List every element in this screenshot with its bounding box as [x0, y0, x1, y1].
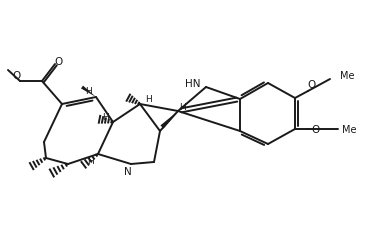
Text: O: O: [54, 57, 62, 67]
Text: O: O: [311, 124, 319, 134]
Text: O: O: [308, 80, 316, 90]
Text: H: H: [179, 103, 185, 112]
Text: O: O: [12, 71, 20, 81]
Text: N: N: [124, 166, 132, 176]
Text: H: H: [84, 86, 92, 95]
Text: HN: HN: [185, 79, 200, 89]
Polygon shape: [160, 112, 178, 129]
Polygon shape: [81, 86, 96, 98]
Text: H: H: [87, 157, 93, 166]
Text: Me: Me: [342, 124, 356, 134]
Text: H: H: [102, 113, 108, 122]
Text: Me: Me: [340, 71, 355, 81]
Text: H: H: [145, 95, 151, 104]
